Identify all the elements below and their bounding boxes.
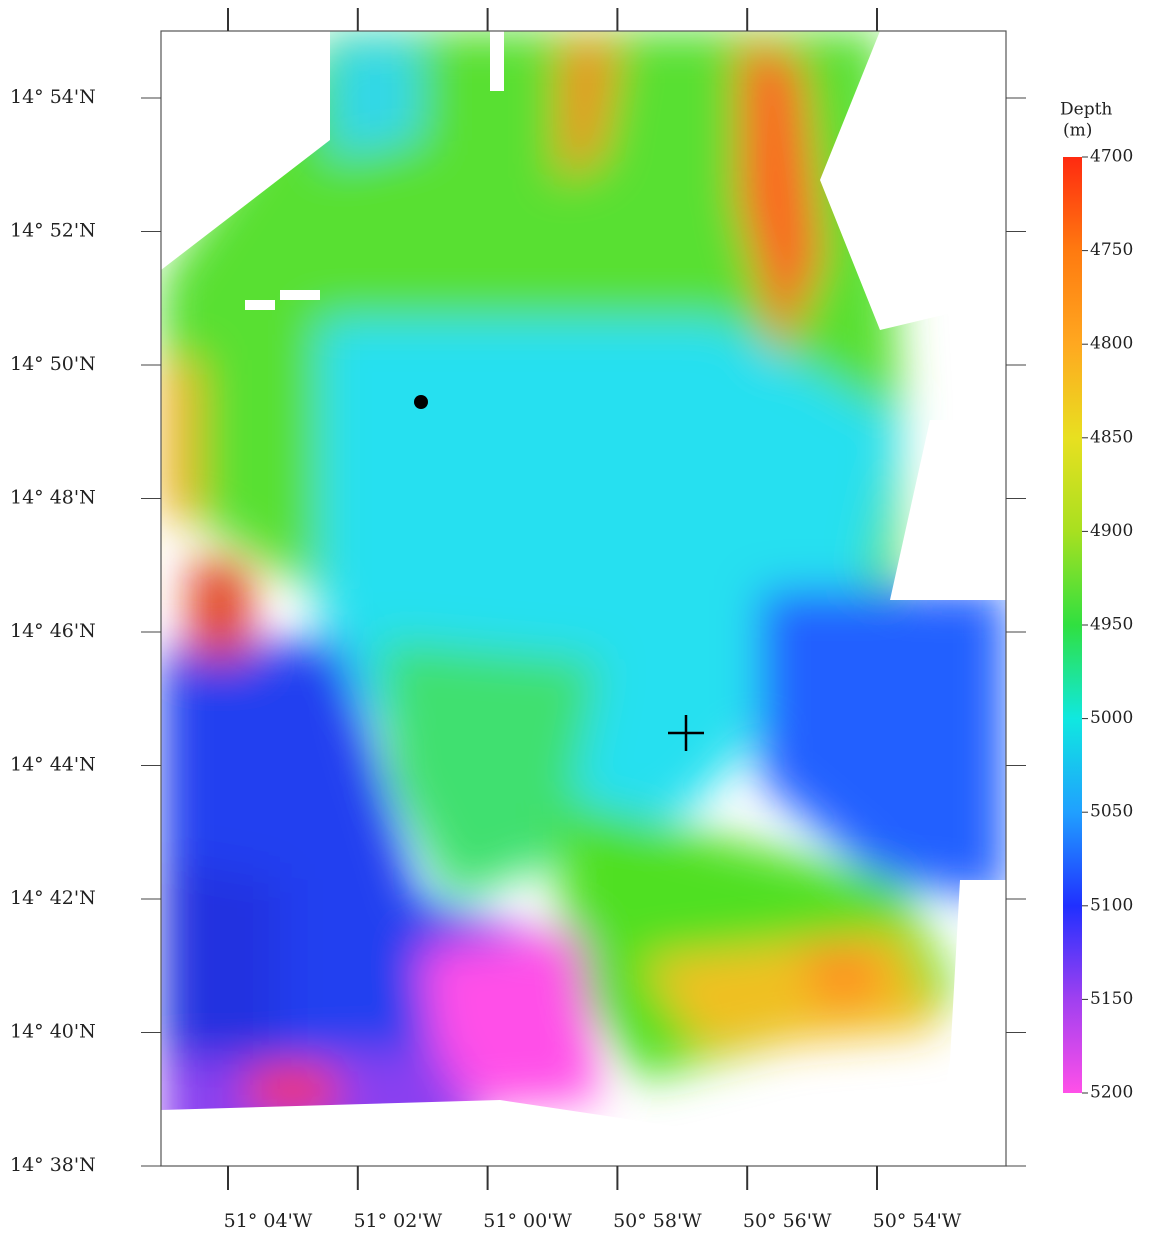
colorbar-ramp — [1063, 157, 1082, 1093]
colorbar-tick-label: 5100 — [1090, 895, 1133, 915]
colorbar: Depth (m) 4700 4750 4800 4850 4900 4950 5000 50… — [1060, 100, 1133, 1103]
bathymetry — [161, 30, 1006, 1166]
colorbar-title: (m) — [1063, 121, 1092, 141]
lon-label: 51° 02'W — [353, 1210, 442, 1232]
colorbar-tick-label: 4750 — [1090, 240, 1133, 260]
colorbar-title: Depth — [1060, 100, 1112, 120]
lat-label: 14° 42'N — [10, 887, 96, 909]
lon-label: 51° 04'W — [224, 1210, 313, 1232]
lon-label: 50° 54'W — [873, 1210, 962, 1232]
lat-label: 14° 40'N — [10, 1021, 96, 1043]
lat-label: 14° 46'N — [10, 620, 96, 642]
colorbar-tick-label: 4850 — [1090, 427, 1133, 447]
lat-label: 14° 52'N — [10, 220, 96, 242]
lat-label: 14° 48'N — [10, 487, 96, 509]
lon-label: 50° 58'W — [613, 1210, 702, 1232]
lon-label: 50° 56'W — [743, 1210, 832, 1232]
colorbar-tick-label: 4800 — [1090, 334, 1133, 354]
colorbar-tick-label: 5200 — [1090, 1083, 1133, 1103]
colorbar-tick-label: 5050 — [1090, 802, 1133, 822]
colorbar-tick-label: 4700 — [1090, 147, 1133, 167]
colorbar-tick-label: 4950 — [1090, 615, 1133, 635]
colorbar-tick-label: 5150 — [1090, 989, 1133, 1009]
lat-label: 14° 50'N — [10, 353, 96, 375]
colorbar-tick-label: 5000 — [1090, 708, 1133, 728]
lat-label: 14° 44'N — [10, 754, 96, 776]
lat-label: 14° 54'N — [10, 86, 96, 108]
lon-label: 51° 00'W — [483, 1210, 572, 1232]
lat-label: 14° 38'N — [10, 1154, 96, 1176]
map-figure: 14° 54'N 14° 52'N 14° 50'N 14° 48'N 14° 46'N… — [0, 0, 1149, 1235]
colorbar-tick-label: 4900 — [1090, 521, 1133, 541]
